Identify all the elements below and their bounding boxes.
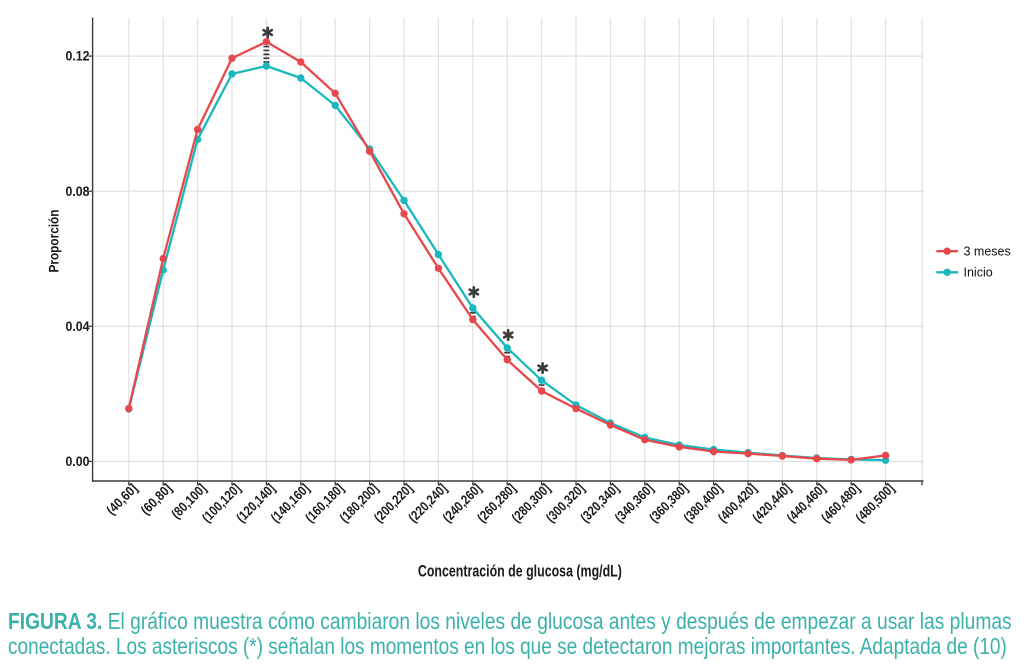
svg-text:0.12: 0.12 — [66, 49, 90, 64]
svg-text:Proporción: Proporción — [47, 210, 62, 273]
svg-text:Concentración de glucosa (mg/d: Concentración de glucosa (mg/dL) — [418, 562, 622, 581]
svg-text:0.08: 0.08 — [66, 184, 90, 199]
svg-text:0.04: 0.04 — [66, 319, 90, 334]
svg-text:Inicio: Inicio — [964, 266, 993, 280]
svg-text:3 meses: 3 meses — [964, 245, 1011, 259]
svg-text:0.00: 0.00 — [66, 454, 90, 469]
